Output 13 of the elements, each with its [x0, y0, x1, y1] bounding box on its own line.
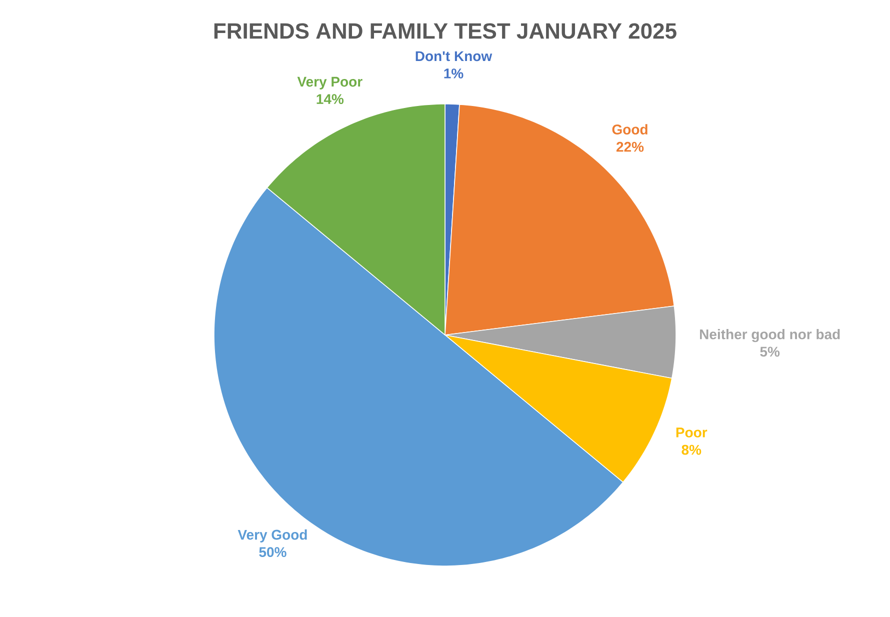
chart-title: FRIENDS AND FAMILY TEST JANUARY 2025	[214, 23, 676, 39]
data-label: 50%	[259, 547, 286, 558]
data-label: 22%	[616, 142, 644, 152]
data-label: 14%	[316, 94, 344, 104]
slice-label: Don't Know	[416, 51, 492, 62]
data-label: 5%	[760, 346, 780, 357]
slice-label: Neither good nor bad	[700, 329, 840, 342]
slice-label: Good	[612, 124, 648, 134]
data-label: 8%	[682, 444, 702, 455]
slice-label: Poor	[676, 428, 708, 438]
data-label: 1%	[444, 68, 464, 78]
slice-label: Very Good	[238, 529, 307, 542]
slice-label: Very Poor	[297, 76, 362, 90]
